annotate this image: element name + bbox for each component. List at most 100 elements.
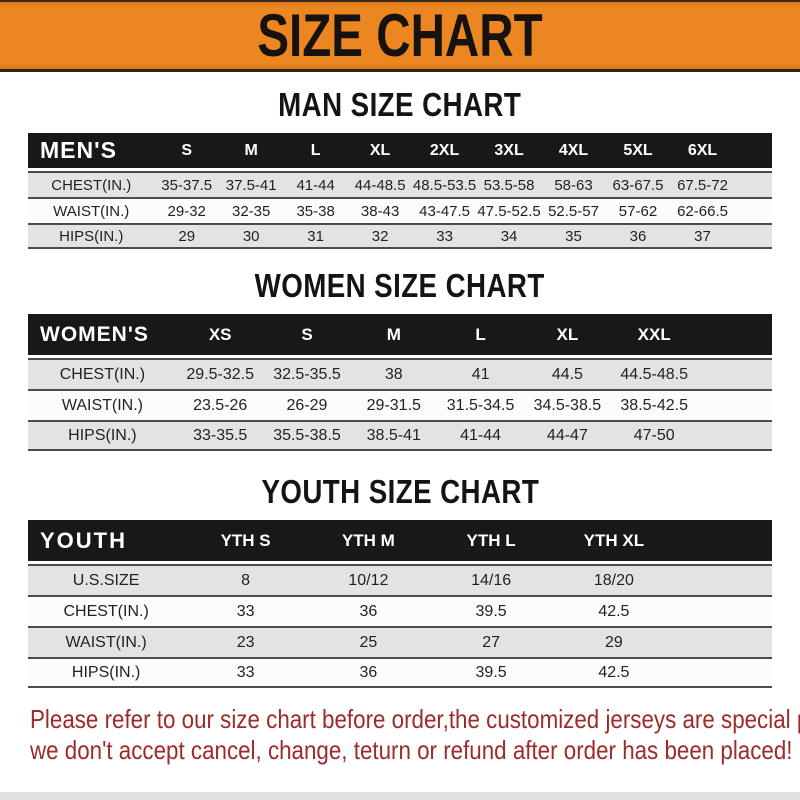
data-cell: 38.5-42.5 <box>610 389 698 420</box>
page-title: SIZE CHART <box>257 1 543 70</box>
data-cell: 48.5-53.5 <box>412 171 477 197</box>
data-cell: 67.5-72 <box>670 171 735 197</box>
data-cell: 33-35.5 <box>176 420 264 451</box>
spacer-cell <box>697 314 772 358</box>
data-cell: 36 <box>306 595 430 626</box>
data-cell: 39.5 <box>429 657 553 688</box>
spacer-cell <box>697 358 772 389</box>
column-header-cell: 6XL <box>670 133 735 171</box>
data-cell: 29-32 <box>154 197 219 223</box>
column-header-cell: 4XL <box>541 133 606 171</box>
column-header-cell: XS <box>176 314 264 358</box>
table-row: CHEST(IN.) 29.5-32.5 32.5-35.5 38 41 44.5 44.5… <box>28 358 772 389</box>
data-cell: 44-48.5 <box>347 171 413 197</box>
data-cell: 8 <box>184 564 307 595</box>
row-label-cell: CHEST(IN.) <box>28 358 177 389</box>
men-section-heading: MAN SIZE CHART <box>0 85 800 125</box>
table-row: HIPS(IN.) 33 36 39.5 42.5 <box>28 657 772 688</box>
column-header-cell: M <box>350 314 438 358</box>
column-header-cell: YTH S <box>184 520 307 564</box>
row-label-cell: CHEST(IN.) <box>28 595 185 626</box>
youth-size-table: YOUTH YTH S YTH M YTH L YTH XL U.S.SIZE 8 10/12… <box>28 520 772 688</box>
data-cell: 26-29 <box>263 389 351 420</box>
column-header-cell: YTH M <box>306 520 430 564</box>
column-header-cell: M <box>218 133 284 171</box>
data-cell: 37.5-41 <box>218 171 284 197</box>
table-title-cell: YOUTH <box>28 520 185 564</box>
spacer-cell <box>675 520 772 564</box>
data-cell: 18/20 <box>552 564 676 595</box>
row-label-cell: WAIST(IN.) <box>28 389 177 420</box>
notice-line-2: we don't accept cancel, change, teturn o… <box>30 735 793 765</box>
column-header-cell: 3XL <box>476 133 542 171</box>
column-header-cell: L <box>437 314 524 358</box>
data-cell: 53.5-58 <box>476 171 542 197</box>
data-cell: 25 <box>306 626 430 657</box>
data-cell: 32.5-35.5 <box>263 358 351 389</box>
men-size-table: MEN'S S M L XL 2XL 3XL 4XL 5XL 6XL CHEST(IN.) 35-37… <box>28 133 772 249</box>
data-cell: 58-63 <box>541 171 606 197</box>
data-cell: 29.5-32.5 <box>176 358 264 389</box>
youth-section-heading: YOUTH SIZE CHART <box>0 472 800 512</box>
notice-line-1: Please refer to our size chart before or… <box>30 704 800 734</box>
column-header-cell: YTH L <box>429 520 553 564</box>
data-cell: 38 <box>350 358 438 389</box>
section-men: MAN SIZE CHART MEN'S S M L XL 2XL 3XL 4XL 5XL 6XL… <box>0 85 800 249</box>
table-header-row: MEN'S S M L XL 2XL 3XL 4XL 5XL 6XL <box>28 133 772 171</box>
table-header-row: WOMEN'S XS S M L XL XXL <box>28 314 772 358</box>
data-cell: 23.5-26 <box>176 389 264 420</box>
data-cell: 35 <box>541 223 606 249</box>
spacer-cell <box>675 626 772 657</box>
women-section-heading-text: WOMEN SIZE CHART <box>254 267 546 304</box>
spacer-cell <box>697 420 772 451</box>
data-cell: 29 <box>154 223 219 249</box>
data-cell: 35-37.5 <box>154 171 219 197</box>
data-cell: 37 <box>670 223 735 249</box>
row-label-cell: WAIST(IN.) <box>28 197 155 223</box>
column-header-cell: YTH XL <box>552 520 676 564</box>
data-cell: 33 <box>412 223 477 249</box>
data-cell: 33 <box>184 595 307 626</box>
column-header-cell: 2XL <box>412 133 477 171</box>
table-header-row: YOUTH YTH S YTH M YTH L YTH XL <box>28 520 772 564</box>
data-cell: 42.5 <box>552 595 676 626</box>
spacer-cell <box>697 389 772 420</box>
spacer-cell <box>675 564 772 595</box>
row-label-cell: U.S.SIZE <box>28 564 185 595</box>
spacer-cell <box>734 133 772 171</box>
row-label-cell: HIPS(IN.) <box>28 420 177 451</box>
data-cell: 34 <box>476 223 542 249</box>
column-header-cell: 5XL <box>605 133 671 171</box>
data-cell: 47-50 <box>610 420 698 451</box>
column-header-cell: S <box>263 314 351 358</box>
column-header-cell: XL <box>347 133 413 171</box>
data-cell: 35.5-38.5 <box>263 420 351 451</box>
table-row: CHEST(IN.) 35-37.5 37.5-41 41-44 44-48.5 48.5… <box>28 171 772 197</box>
data-cell: 41 <box>437 358 524 389</box>
column-header-cell: XXL <box>610 314 698 358</box>
data-cell: 41-44 <box>283 171 348 197</box>
data-cell: 10/12 <box>306 564 430 595</box>
data-cell: 44-47 <box>523 420 611 451</box>
data-cell: 42.5 <box>552 657 676 688</box>
data-cell: 27 <box>429 626 553 657</box>
data-cell: 29-31.5 <box>350 389 438 420</box>
data-cell: 32-35 <box>218 197 284 223</box>
women-size-table: WOMEN'S XS S M L XL XXL CHEST(IN.) 29.5-32.5 32.5… <box>28 314 772 451</box>
footer-notice: Please refer to our size chart before or… <box>30 704 800 766</box>
data-cell: 14/16 <box>429 564 553 595</box>
data-cell: 23 <box>184 626 307 657</box>
data-cell: 41-44 <box>437 420 524 451</box>
table-row: CHEST(IN.) 33 36 39.5 42.5 <box>28 595 772 626</box>
spacer-cell <box>734 171 772 197</box>
youth-section-heading-text: YOUTH SIZE CHART <box>261 473 539 510</box>
data-cell: 30 <box>218 223 284 249</box>
table-row: HIPS(IN.) 29 30 31 32 33 34 35 36 37 <box>28 223 772 249</box>
data-cell: 52.5-57 <box>541 197 606 223</box>
data-cell: 32 <box>347 223 413 249</box>
data-cell: 31.5-34.5 <box>437 389 524 420</box>
spacer-cell <box>675 657 772 688</box>
row-label-cell: HIPS(IN.) <box>28 657 185 688</box>
row-label-cell: CHEST(IN.) <box>28 171 155 197</box>
table-title-cell: MEN'S <box>28 133 155 171</box>
